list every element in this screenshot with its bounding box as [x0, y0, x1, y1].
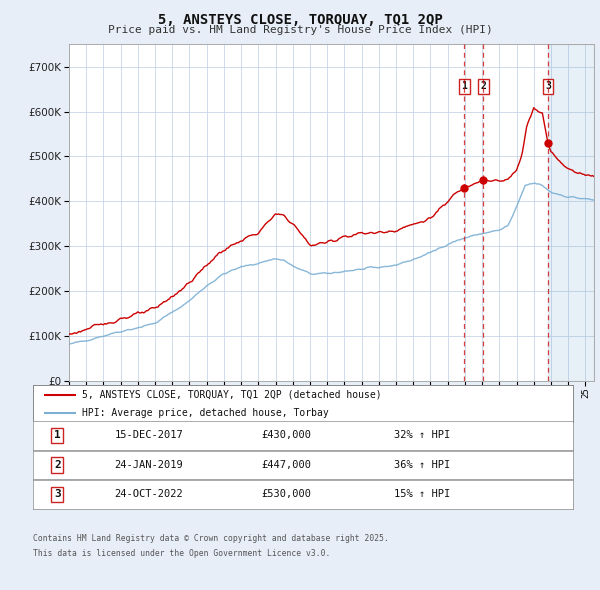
Text: £530,000: £530,000 — [262, 490, 312, 499]
Text: £430,000: £430,000 — [262, 431, 312, 440]
Text: 15-DEC-2017: 15-DEC-2017 — [115, 431, 184, 440]
Bar — [548, 44, 594, 381]
Text: 3: 3 — [54, 490, 61, 499]
Text: 5, ANSTEYS CLOSE, TORQUAY, TQ1 2QP (detached house): 5, ANSTEYS CLOSE, TORQUAY, TQ1 2QP (deta… — [82, 390, 381, 399]
Text: Price paid vs. HM Land Registry's House Price Index (HPI): Price paid vs. HM Land Registry's House … — [107, 25, 493, 35]
Text: 32% ↑ HPI: 32% ↑ HPI — [394, 431, 450, 440]
Text: 1: 1 — [54, 431, 61, 440]
Text: 24-JAN-2019: 24-JAN-2019 — [115, 460, 184, 470]
Text: 2: 2 — [481, 81, 486, 91]
Text: 3: 3 — [545, 81, 551, 91]
Text: 2: 2 — [54, 460, 61, 470]
Text: 36% ↑ HPI: 36% ↑ HPI — [394, 460, 450, 470]
Text: HPI: Average price, detached house, Torbay: HPI: Average price, detached house, Torb… — [82, 408, 328, 418]
Text: Contains HM Land Registry data © Crown copyright and database right 2025.: Contains HM Land Registry data © Crown c… — [33, 534, 389, 543]
Text: 1: 1 — [461, 81, 467, 91]
Text: 5, ANSTEYS CLOSE, TORQUAY, TQ1 2QP: 5, ANSTEYS CLOSE, TORQUAY, TQ1 2QP — [158, 13, 442, 27]
Text: £447,000: £447,000 — [262, 460, 312, 470]
Text: This data is licensed under the Open Government Licence v3.0.: This data is licensed under the Open Gov… — [33, 549, 331, 558]
Text: 24-OCT-2022: 24-OCT-2022 — [115, 490, 184, 499]
Text: 15% ↑ HPI: 15% ↑ HPI — [394, 490, 450, 499]
